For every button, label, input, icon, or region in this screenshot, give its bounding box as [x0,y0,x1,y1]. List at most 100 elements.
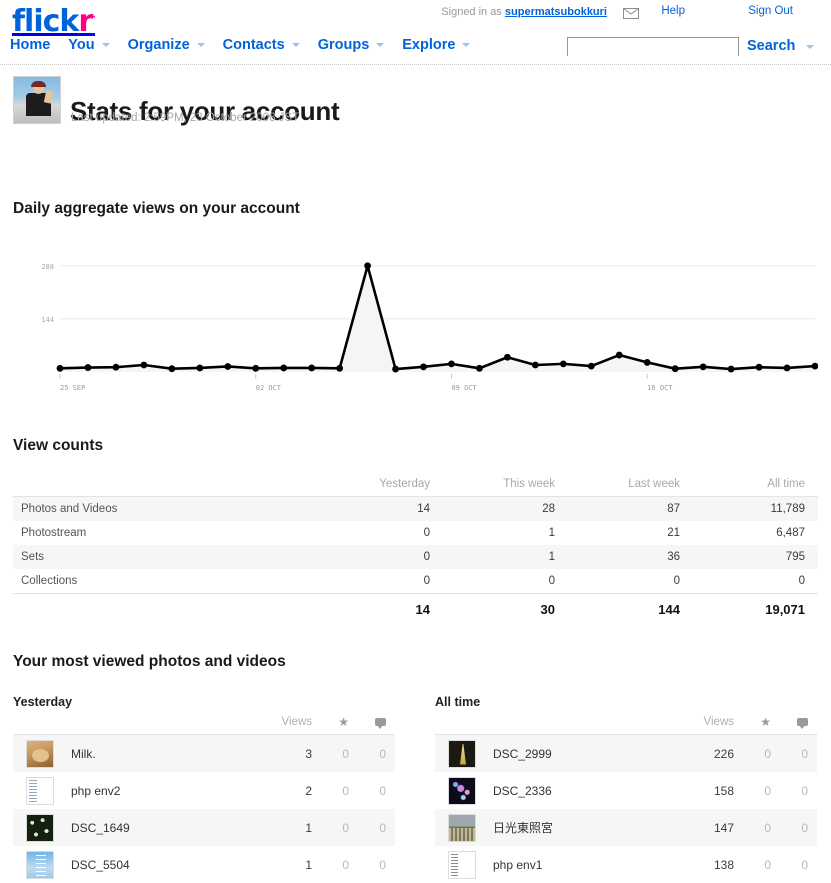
cell-this-week: 28 [443,496,568,521]
chevron-down-icon[interactable] [462,43,471,47]
photo-name[interactable]: DSC_1649 [63,809,252,846]
search-input[interactable] [568,38,738,56]
photo-favorites: 0 [342,857,349,872]
cell-this-week: 0 [548,575,555,587]
photo-thumbnail[interactable] [13,734,63,772]
avatar-arm [43,90,54,104]
row-label: Photos and Videos [13,496,318,521]
photo-thumbnail[interactable] [13,809,63,846]
cell-last-week: 87 [568,496,693,521]
avatar[interactable] [13,76,61,124]
photo-favorites: 0 [342,783,349,798]
cell-all-time: 0 [798,575,805,587]
svg-text:288: 288 [41,263,54,271]
photo-name[interactable]: 日光東照宮 [485,809,674,846]
username-link[interactable]: supermatsubokkuri [504,6,607,18]
photo-name[interactable]: php env2 [71,783,121,798]
nav-item-explore[interactable]: Explore [402,37,471,53]
list-item[interactable]: DSC_1649 1 0 0 [13,809,395,846]
star-icon: ★ [321,713,358,735]
list-item[interactable]: Milk. 3 0 0 [13,734,395,772]
nav-item-organize[interactable]: Organize [128,37,205,53]
flickr-logo[interactable]: flickr· [12,4,96,39]
photo-views: 226 [674,734,743,772]
photo-views: 1 [252,809,321,846]
list-item[interactable]: php env2 2 0 0 [13,772,395,809]
column-header-thumb [435,713,485,735]
avatar-cap [31,81,46,87]
daily-views-chart: 144 288 25 SEP 02 OCT 09 OCT 16 OCT [13,244,818,404]
chevron-down-icon[interactable] [101,43,110,47]
page-title: Stats for your account [70,96,340,127]
svg-text:25 SEP: 25 SEP [60,384,85,392]
photo-thumbnail[interactable] [13,772,63,809]
list-item[interactable]: DSC_2999 226 0 0 [435,734,817,772]
nav-link-you[interactable]: You [68,37,95,53]
cell-all-time: 6,487 [776,527,805,539]
chart-canvas: 144 288 25 SEP 02 OCT 09 OCT 16 OCT [41,262,818,392]
photo-comments: 0 [801,857,808,872]
nav-link-home[interactable]: Home [10,37,51,53]
photo-name[interactable]: DSC_2336 [493,783,552,798]
table-header-row: Views ★ [13,713,395,735]
search-box[interactable] [567,37,739,56]
photo-thumbnail[interactable] [435,772,485,809]
nav-link-groups[interactable]: Groups [317,37,370,53]
photo-name[interactable]: DSC_2999 [485,734,674,772]
chevron-down-icon[interactable] [291,43,300,47]
photo-comments: 0 [379,783,386,798]
avatar-head [33,84,44,94]
envelope-icon[interactable] [623,6,639,19]
photo-thumbnail[interactable] [435,734,485,772]
photo-views: 147 [674,809,743,846]
search-button[interactable]: Search [747,38,796,54]
svg-text:144: 144 [41,316,54,324]
column-title-yesterday: Yesterday [13,695,73,709]
photo-favorites: 0 [321,734,358,772]
cell-yesterday: 14 [318,496,443,521]
cell-yesterday: 0 [423,575,430,587]
nav-item-contacts[interactable]: Contacts [223,37,300,53]
nav-link-contacts[interactable]: Contacts [222,37,285,53]
nav-item-home[interactable]: Home [10,37,50,53]
column-header-all-time: All time [693,475,818,497]
sign-out-link[interactable]: Sign Out [748,5,793,17]
svg-text:09 OCT: 09 OCT [451,384,477,392]
list-item[interactable]: DSC_2336 158 0 0 [435,772,817,809]
list-item[interactable]: php env1 138 0 0 [435,846,817,883]
help-link[interactable]: Help [661,5,685,17]
photo-name[interactable]: php env1 [493,857,543,872]
signed-in-status: Signed in as supermatsubokkuri [441,6,607,18]
photo-views: 158 [713,783,734,798]
photo-name[interactable]: DSC_5504 [71,857,130,872]
photo-thumbnail[interactable] [435,846,485,883]
nav-link-explore[interactable]: Explore [402,37,456,53]
table-row: Photostream 0 1 21 6,487 [13,521,818,545]
most-viewed-section: Your most viewed photos and videos Yeste… [13,653,818,883]
nav-link-organize[interactable]: Organize [127,37,190,53]
row-label: Sets [13,545,318,569]
nav-item-groups[interactable]: Groups [318,37,385,53]
chevron-down-icon[interactable] [196,43,205,47]
table-total-row: 14 30 144 19,071 [13,593,818,623]
chart-title: Daily aggregate views on your account [13,200,300,217]
photo-table-yesterday: Views ★ Milk. 3 0 0 php env [13,713,395,883]
photo-views: 2 [305,783,312,798]
table-row: Sets 0 1 36 795 [13,545,818,569]
list-item[interactable]: DSC_5504 1 0 0 [13,846,395,883]
list-item[interactable]: 日光東照宮 147 0 0 [435,809,817,846]
photo-thumbnail[interactable] [13,846,63,883]
total-all-time: 19,071 [693,593,818,623]
star-icon: ★ [743,713,780,735]
page-header: Stats for your account Last updated: 2:5… [0,65,831,150]
photo-favorites: 0 [764,857,771,872]
photo-thumbnail[interactable] [435,809,485,846]
chevron-down-icon[interactable] [376,43,385,47]
total-label [13,593,318,623]
most-viewed-yesterday-column: Yesterday Views ★ Milk. 3 [13,695,395,883]
photo-name[interactable]: Milk. [63,734,252,772]
nav-item-you[interactable]: You [68,37,110,53]
search-chevron-down-icon[interactable] [806,45,814,49]
most-viewed-all-time-column: All time Views ★ DSC_2999 226 [435,695,817,883]
column-header-blank [13,475,318,497]
